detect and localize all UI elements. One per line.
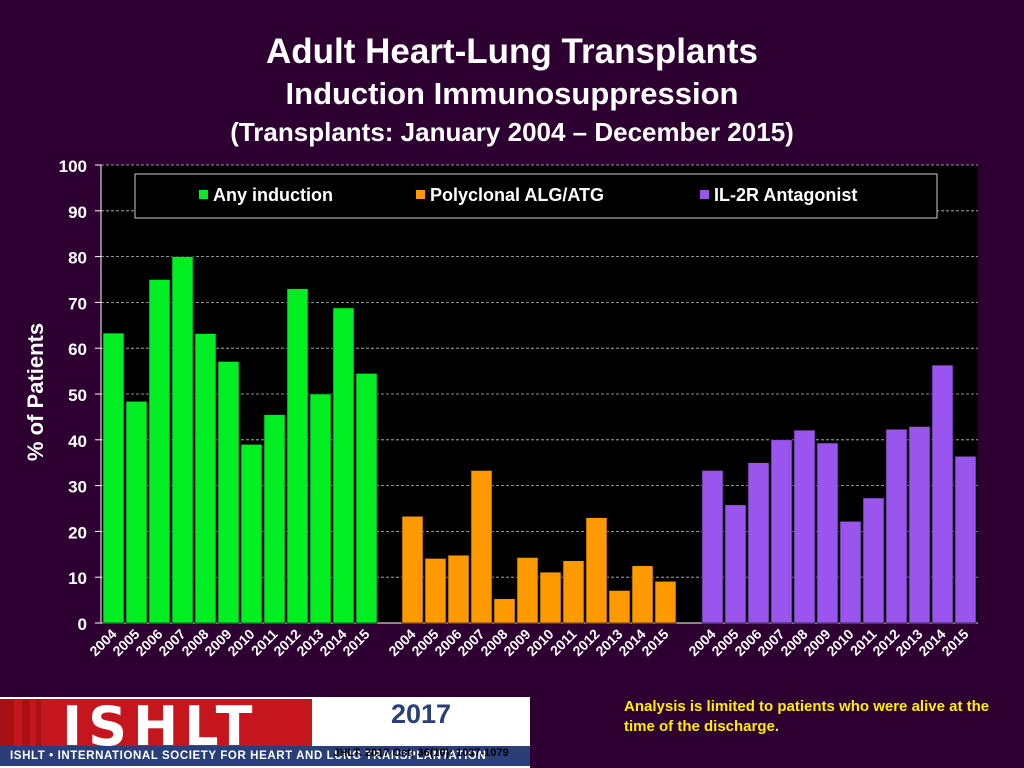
bar bbox=[701, 470, 724, 624]
bar bbox=[470, 470, 493, 624]
legend-label: Polyclonal ALG/ATG bbox=[430, 185, 604, 205]
bar bbox=[102, 332, 125, 624]
bar bbox=[608, 590, 631, 624]
legend-swatch bbox=[416, 190, 425, 199]
bar bbox=[516, 557, 539, 624]
report-year: 2017 bbox=[390, 699, 452, 729]
y-axis-label: % of Patients bbox=[23, 322, 48, 462]
bar bbox=[816, 442, 839, 624]
bar bbox=[217, 361, 240, 624]
bar bbox=[631, 565, 654, 624]
bar-chart: 0102030405060708090100200420052006200720… bbox=[59, 157, 978, 659]
bar bbox=[839, 521, 862, 624]
bar bbox=[585, 517, 608, 624]
x-tick-label: 2015 bbox=[339, 626, 372, 659]
bar bbox=[931, 364, 954, 624]
bar bbox=[562, 560, 585, 624]
y-tick-label: 20 bbox=[68, 523, 87, 542]
bar bbox=[424, 558, 447, 624]
bar bbox=[770, 439, 793, 624]
bar bbox=[401, 515, 424, 624]
y-tick-label: 40 bbox=[68, 432, 87, 451]
x-tick-label: 2015 bbox=[638, 626, 671, 659]
legend-swatch bbox=[700, 190, 709, 199]
legend-swatch bbox=[199, 190, 208, 199]
y-tick-label: 50 bbox=[68, 386, 87, 405]
bar bbox=[885, 428, 908, 624]
bar bbox=[263, 414, 286, 624]
bar bbox=[125, 401, 148, 624]
chart-title: Adult Heart-Lung Transplants bbox=[266, 32, 758, 71]
y-tick-label: 80 bbox=[68, 249, 87, 268]
bar bbox=[332, 307, 355, 624]
chart-title-block: Adult Heart-Lung Transplants Induction I… bbox=[0, 30, 1024, 150]
ishlt-logo: ISHLT 2017 ISHLT • INTERNATIONAL SOCIETY… bbox=[0, 697, 530, 768]
y-tick-label: 0 bbox=[78, 615, 87, 634]
legend-label: Any induction bbox=[213, 185, 333, 205]
x-tick-label: 2015 bbox=[938, 626, 971, 659]
ishlt-society-name: ISHLT • INTERNATIONAL SOCIETY FOR HEART … bbox=[0, 746, 530, 766]
bar bbox=[286, 288, 309, 624]
y-tick-label: 100 bbox=[59, 157, 87, 176]
legend-label: IL-2R Antagonist bbox=[714, 185, 857, 205]
bar bbox=[724, 504, 747, 624]
bar bbox=[654, 581, 677, 624]
bar bbox=[747, 462, 770, 624]
bar bbox=[954, 455, 977, 624]
y-tick-label: 60 bbox=[68, 340, 87, 359]
bar bbox=[793, 429, 816, 624]
y-tick-label: 70 bbox=[68, 294, 87, 313]
bar bbox=[309, 393, 332, 624]
y-tick-label: 30 bbox=[68, 478, 87, 497]
y-tick-label: 10 bbox=[68, 569, 87, 588]
ishlt-logo-banner: ISHLT bbox=[0, 699, 312, 746]
bar bbox=[862, 497, 885, 624]
bar bbox=[194, 333, 217, 624]
bar bbox=[908, 426, 931, 624]
citation: JHLT. 2017 Oct; 36(10): 1037-1079 bbox=[333, 747, 509, 759]
bar bbox=[355, 373, 378, 624]
ishlt-logo-letters: ISHLT bbox=[62, 699, 259, 746]
chart-date-range: (Transplants: January 2004 – December 20… bbox=[230, 117, 794, 147]
bar bbox=[493, 598, 516, 624]
chart-subtitle: Induction Immunosuppression bbox=[285, 76, 739, 111]
bar bbox=[240, 444, 263, 624]
bar bbox=[539, 571, 562, 624]
bar bbox=[447, 554, 470, 624]
y-tick-label: 90 bbox=[68, 203, 87, 222]
bar bbox=[171, 256, 194, 624]
analysis-note: Analysis is limited to patients who were… bbox=[624, 698, 990, 735]
bar bbox=[148, 279, 171, 624]
legend bbox=[134, 173, 938, 219]
